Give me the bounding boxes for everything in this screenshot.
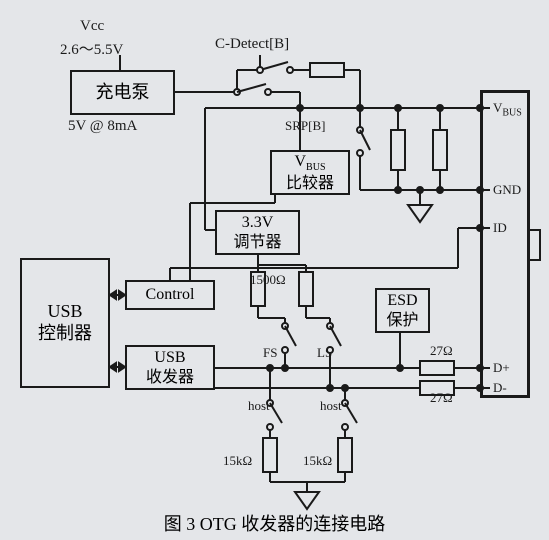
vbus-comparator-block: VBUS 比较器: [270, 150, 350, 195]
r15k-b-label: 15kΩ: [303, 453, 332, 469]
ls-label: LS: [317, 345, 332, 361]
usb-ctrl-text: USB控制器: [38, 301, 92, 344]
vcc-range: 2.6～5.5V: [60, 38, 123, 59]
pin-gnd: GND: [493, 182, 521, 198]
pin-dp: D+: [493, 360, 510, 376]
r15k-a-label: 15kΩ: [223, 453, 252, 469]
usb-controller-block: USB控制器: [20, 258, 110, 388]
usb-xcvr-text: USB收发器: [146, 348, 194, 386]
regulator-block: 3.3V调节器: [215, 210, 300, 255]
r27a-label: 27Ω: [430, 343, 453, 359]
esd-text: ESD保护: [386, 291, 418, 329]
fs-label: FS: [263, 345, 277, 361]
charge-pump-block: 充电泵: [70, 70, 175, 115]
pin-vbus: VBUS: [493, 100, 522, 119]
charge-spec: 5V @ 8mA: [68, 118, 137, 135]
figure-caption: 图 3 OTG 收发器的连接电路: [0, 510, 549, 536]
diagram-canvas: Vcc 2.6～5.5V C-Detect[B] 5V @ 8mA SRP[B]…: [0, 0, 549, 540]
pin-dm: D-: [493, 380, 507, 396]
pin-id: ID: [493, 220, 507, 236]
usb-transceiver-block: USB收发器: [125, 345, 215, 390]
regulator-text: 3.3V调节器: [233, 213, 281, 251]
vcc-label: Vcc: [80, 18, 104, 35]
cdetect-label: C-Detect[B]: [215, 36, 289, 53]
usb-connector: [480, 90, 530, 398]
r27b-label: 27Ω: [430, 390, 453, 406]
r1500-label: 1500Ω: [250, 272, 286, 288]
control-block: Control: [125, 280, 215, 310]
host1-label: host: [248, 398, 270, 414]
host2-label: host: [320, 398, 342, 414]
esd-block: ESD保护: [375, 288, 430, 333]
vbus-comp-text: VBUS 比较器: [286, 152, 334, 193]
srp-label: SRP[B]: [285, 118, 325, 134]
